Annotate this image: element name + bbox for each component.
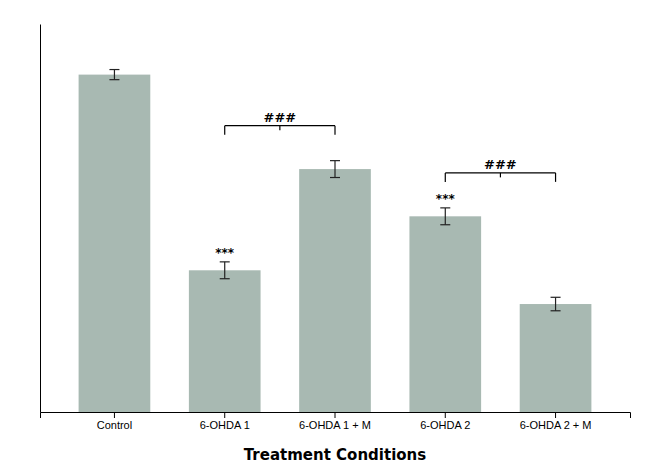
bracket-line: [279, 126, 280, 131]
x-tick-mark: [445, 412, 446, 418]
x-tick-mark: [114, 412, 115, 418]
error-bar-line: [440, 207, 450, 208]
annotation: ***: [215, 246, 235, 260]
error-bar-line: [334, 161, 335, 178]
error-bar: [330, 161, 340, 178]
bar: [409, 216, 481, 412]
x-tick-label: 6-OHDA 2: [420, 419, 470, 431]
error-bar: [109, 70, 119, 80]
annotation: ###: [484, 157, 517, 172]
error-bar-line: [445, 208, 446, 225]
error-bar-line: [330, 177, 340, 178]
bar: [520, 304, 592, 412]
x-tick-mark: [555, 412, 556, 418]
x-tick: 6-OHDA 1 + M: [299, 412, 371, 431]
x-axis-title: Treatment Conditions: [244, 446, 426, 464]
x-tick: 6-OHDA 2 + M: [520, 412, 592, 431]
x-tick-label: 6-OHDA 2 + M: [520, 419, 592, 431]
error-bar: [440, 208, 450, 225]
plot: Control 6-OHDA 1 6-OHDA 1 + M 6-OHDA 2 6-OHD…: [41, 25, 631, 431]
bracket-line: [500, 173, 501, 178]
bracket-line: [334, 126, 335, 135]
error-bar-line: [330, 160, 340, 161]
bracket-line: [445, 173, 446, 182]
chart: Control 6-OHDA 1 6-OHDA 1 + M 6-OHDA 2 6-OHD…: [0, 0, 650, 474]
x-tick-label: 6-OHDA 1 + M: [299, 419, 371, 431]
error-bar-line: [109, 79, 119, 80]
y-axis-line: [40, 25, 41, 413]
error-bar: [220, 262, 230, 279]
bar: [189, 270, 261, 412]
error-bar-line: [440, 224, 450, 225]
error-bar-line: [114, 70, 115, 80]
x-tick: 6-OHDA 2: [420, 412, 470, 431]
x-tick-mark: [335, 412, 336, 418]
annotation: ###: [264, 110, 297, 125]
x-tick-mark: [224, 412, 225, 418]
error-bar-line: [220, 261, 230, 262]
bracket-line: [555, 173, 556, 182]
error-bar-line: [109, 69, 119, 70]
marks: [79, 70, 592, 412]
annotation: ***: [436, 192, 456, 206]
bar: [79, 75, 151, 412]
y-axis: [40, 25, 41, 413]
error-bar: [551, 297, 561, 310]
error-bar-line: [551, 310, 561, 311]
x-tick: 6-OHDA 1: [200, 412, 250, 431]
x-tick-label: 6-OHDA 1: [200, 419, 250, 431]
x-tick-label: Control: [97, 419, 132, 431]
error-bar-line: [555, 297, 556, 310]
bracket: [445, 173, 555, 182]
error-bar-line: [224, 262, 225, 279]
x-axis: Control 6-OHDA 1 6-OHDA 1 + M 6-OHDA 2 6-OHD…: [41, 412, 631, 431]
bar: [299, 169, 371, 412]
bracket: [225, 126, 335, 135]
x-tick: Control: [97, 412, 132, 431]
error-bar-line: [551, 297, 561, 298]
x-axis-line: [41, 413, 631, 419]
annotations: *** *** ### ###: [215, 110, 555, 260]
error-bar-line: [220, 278, 230, 279]
bracket-line: [224, 126, 225, 135]
